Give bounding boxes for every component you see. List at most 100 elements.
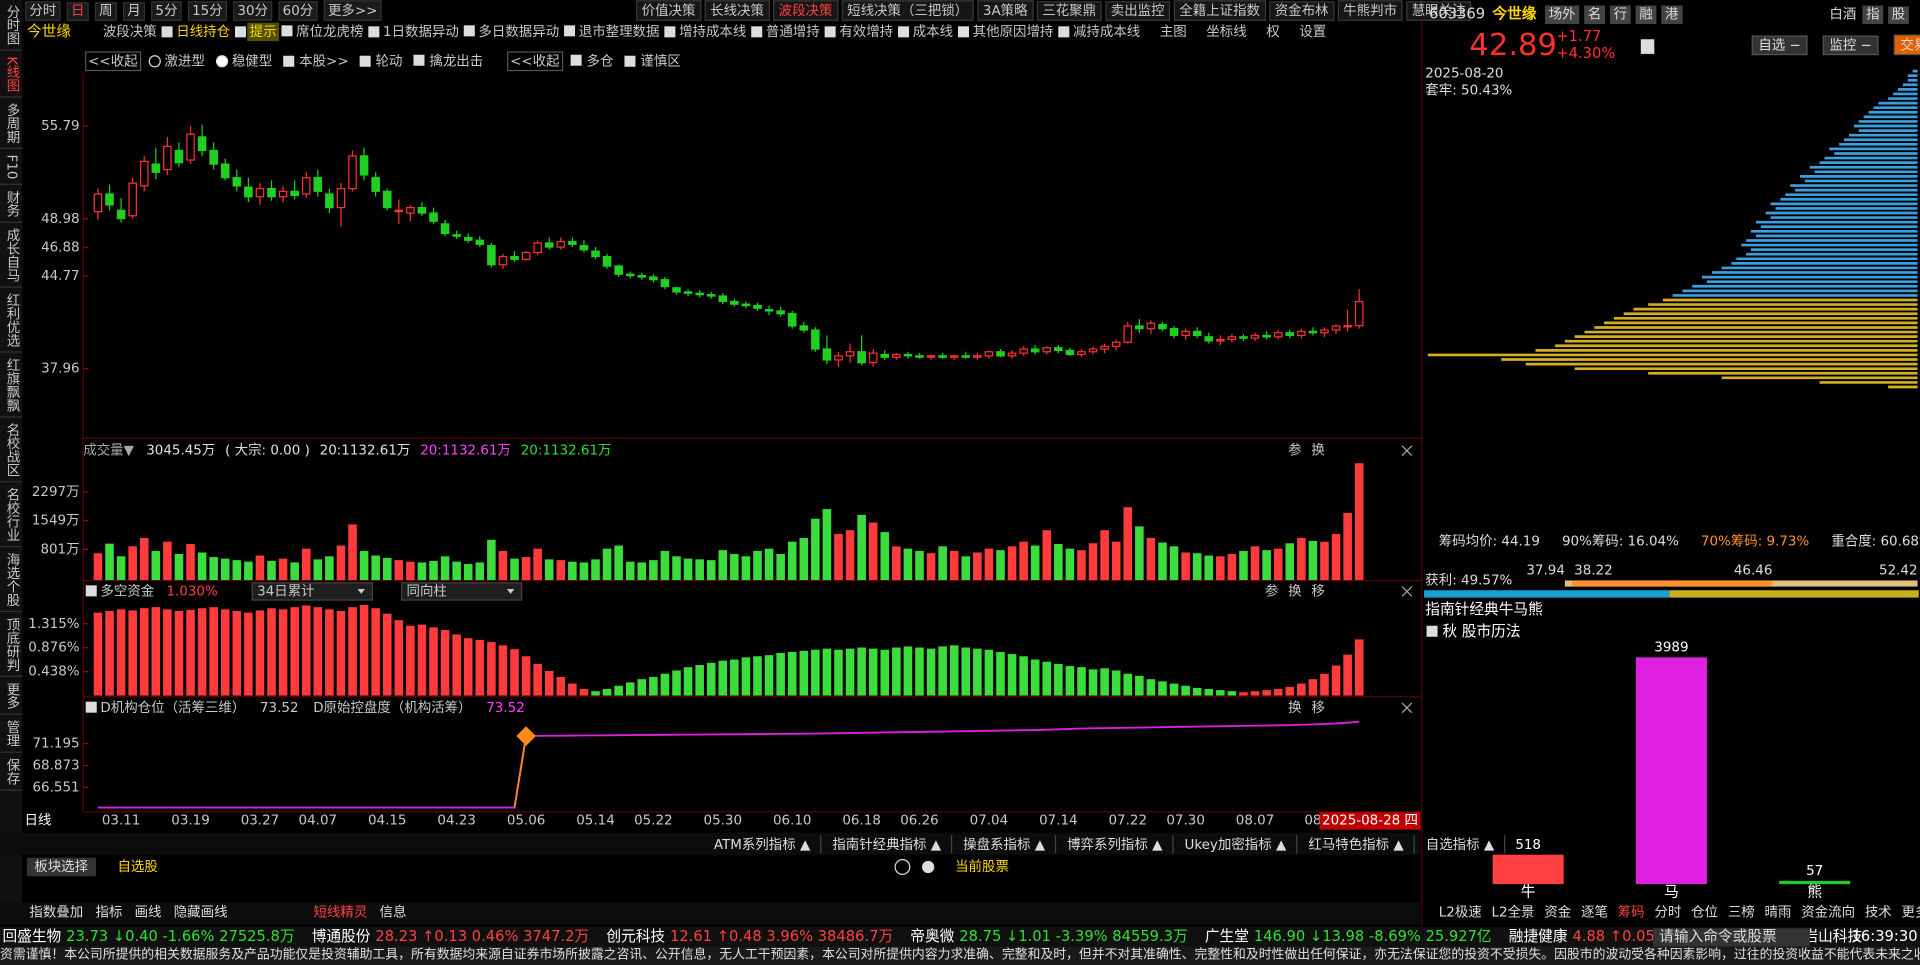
stock-tag[interactable]: 港 — [1665, 7, 1679, 23]
sidebar-tab[interactable]: 保存 — [4, 758, 21, 785]
toolbar-item[interactable]: 激进型 — [165, 53, 205, 69]
checkbox[interactable] — [413, 54, 425, 66]
button-bg[interactable] — [773, 0, 839, 21]
checkbox[interactable] — [564, 25, 576, 37]
menu-tab[interactable]: 卖出监控 — [1111, 3, 1165, 19]
button-bg[interactable] — [1406, 1, 1472, 21]
button-bg[interactable] — [1888, 6, 1909, 24]
select-box[interactable] — [251, 582, 373, 601]
indicator-tab[interactable]: ATM系列指标 ▲ — [714, 837, 811, 853]
radio[interactable] — [215, 55, 229, 68]
right-tab[interactable]: 资金流向 — [1801, 904, 1855, 920]
checkbox[interactable] — [463, 25, 475, 37]
ticker-name[interactable]: 岩山科技 — [1803, 928, 1862, 945]
period-tab[interactable]: 30分 — [237, 3, 268, 19]
toolbar-item[interactable]: 有效增持 — [839, 24, 893, 40]
right-tab[interactable]: 逐笔 — [1581, 904, 1608, 920]
button-bg[interactable] — [247, 22, 280, 42]
sidebar-tab[interactable]: 更多 — [4, 682, 21, 709]
toolbar-item[interactable]: 增持成本线 — [679, 24, 746, 40]
checkbox[interactable] — [664, 26, 676, 38]
checkbox[interactable] — [824, 26, 836, 38]
ticker-name[interactable]: 广生堂 — [1205, 928, 1249, 945]
button-bg[interactable] — [1036, 1, 1102, 21]
sidebar-tab[interactable]: 名校行业 — [4, 488, 21, 542]
indicator-tab[interactable]: 博弈系列指标 ▲ — [1067, 836, 1163, 853]
button-bg[interactable] — [841, 0, 974, 21]
sidebar-tab[interactable]: 红利优选 — [4, 293, 21, 348]
panel-tool[interactable]: 参 — [1288, 442, 1301, 459]
ticker-name[interactable]: 回盛生物 — [2, 928, 61, 945]
ticker-name[interactable]: 帝奥微 — [910, 928, 954, 945]
menu-tab[interactable]: 价值决策 — [642, 2, 696, 19]
indicator-tab[interactable]: Ukey加密指标 ▲ — [1184, 836, 1286, 853]
toolbar-item[interactable]: 其他原因增持 — [973, 24, 1054, 40]
menu-tab[interactable]: 资金布林 — [1275, 3, 1329, 19]
sector-tab[interactable]: 自选股 — [117, 859, 157, 875]
menu-tab[interactable]: 牛熊判市 — [1343, 2, 1397, 19]
industry-tag[interactable]: 股 — [1892, 8, 1905, 23]
sidebar-tab[interactable]: 红旗飘飘 — [4, 358, 21, 413]
indicator-tab[interactable]: 指南针经典指标 ▲ — [832, 837, 941, 853]
button-bg[interactable] — [1545, 5, 1580, 24]
menu-tab[interactable]: 3A策略 — [983, 2, 1028, 19]
toolbar-item[interactable]: 轮动 — [376, 53, 403, 69]
period-tab[interactable]: 分时 — [29, 3, 56, 19]
checkbox[interactable] — [751, 26, 763, 38]
panel-tool[interactable]: 换 — [1288, 583, 1302, 599]
sidebar-tab[interactable]: 海选个股 — [4, 553, 21, 608]
button-bg[interactable] — [85, 51, 142, 72]
select[interactable]: 34日累计 — [257, 583, 314, 599]
button-bg[interactable] — [1751, 35, 1808, 56]
toolbar-item[interactable]: 退市整理数据 — [579, 23, 660, 40]
toolbar-item[interactable]: 日线持仓 — [176, 24, 230, 40]
close-icon[interactable] — [1401, 586, 1413, 597]
button-bg[interactable] — [1319, 812, 1421, 830]
sidebar-tab[interactable]: 财务 — [4, 190, 21, 217]
toolbar-item[interactable]: <<收起 — [510, 53, 560, 69]
info-tab[interactable]: 信息 — [380, 903, 407, 920]
sidebar-tab[interactable]: 分时图 — [4, 5, 21, 46]
panel-tool[interactable]: 参 — [1265, 582, 1278, 599]
checkbox[interactable] — [570, 54, 582, 66]
button-bg[interactable] — [151, 1, 182, 21]
stock-tag[interactable]: 名 — [1588, 7, 1601, 23]
toolbar-item[interactable]: 设置 — [1299, 24, 1326, 40]
stock-tag[interactable]: 行 — [1614, 7, 1627, 23]
quote-button[interactable]: 监控 − — [1829, 37, 1871, 53]
period-tab[interactable]: 60分 — [283, 3, 314, 19]
right-tab[interactable]: 技术 — [1865, 904, 1892, 920]
command-input[interactable]: 请输入命令或股票 — [1659, 927, 1777, 945]
button-bg[interactable] — [233, 1, 273, 21]
period-tab[interactable]: 5分 — [155, 3, 177, 19]
checkbox[interactable] — [624, 55, 636, 67]
ticker-name[interactable]: 融捷健康 — [1509, 928, 1568, 945]
menu-tab[interactable]: 波段决策 — [779, 2, 833, 19]
right-tab[interactable]: 分时 — [1654, 904, 1681, 920]
draw-tool[interactable]: 指标 — [95, 904, 122, 920]
indicator-tab[interactable]: 自选指标 ▲ — [1426, 837, 1495, 853]
toolbar-item[interactable]: 成本线 — [913, 24, 953, 40]
button-bg[interactable] — [323, 0, 382, 21]
button-bg[interactable] — [1105, 1, 1171, 21]
right-tab[interactable]: 三榜 — [1728, 903, 1755, 920]
button-bg[interactable] — [1893, 34, 1920, 56]
checkbox[interactable] — [281, 25, 293, 37]
toolbar-item[interactable]: 擒龙出击 — [429, 52, 483, 69]
sidebar-tab[interactable]: 多周期 — [4, 102, 21, 145]
menu-tab[interactable]: 全籍上证指数 — [1179, 2, 1260, 19]
button-bg[interactable] — [66, 2, 89, 21]
menu-tab[interactable]: 三花聚鼎 — [1042, 3, 1096, 19]
checkbox[interactable] — [1058, 26, 1070, 38]
checkbox[interactable] — [234, 26, 246, 38]
draw-tool[interactable]: 隐藏画线 — [174, 904, 228, 920]
indicator-tab[interactable]: 红马特色指标 ▲ — [1308, 836, 1404, 853]
right-tab[interactable]: 晴雨 — [1765, 904, 1792, 920]
button-bg[interactable] — [1822, 35, 1879, 56]
right-tab[interactable]: L2全景 — [1492, 903, 1535, 920]
button-bg[interactable] — [704, 0, 771, 21]
button-bg[interactable] — [1635, 5, 1657, 24]
menu-tab[interactable]: 短线决策（三把锁） — [847, 2, 968, 19]
checkbox[interactable] — [898, 26, 910, 38]
checkbox[interactable] — [957, 26, 970, 38]
